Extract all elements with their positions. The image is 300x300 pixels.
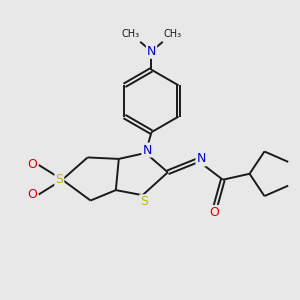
- Text: N: N: [196, 152, 206, 165]
- Text: N: N: [147, 45, 156, 58]
- Text: CH₃: CH₃: [164, 29, 182, 39]
- Text: O: O: [28, 188, 38, 201]
- Text: O: O: [209, 206, 219, 219]
- Text: CH₃: CH₃: [121, 29, 139, 39]
- Text: S: S: [55, 173, 63, 186]
- Text: N: N: [142, 143, 152, 157]
- Text: S: S: [140, 195, 148, 208]
- Text: O: O: [28, 158, 38, 171]
